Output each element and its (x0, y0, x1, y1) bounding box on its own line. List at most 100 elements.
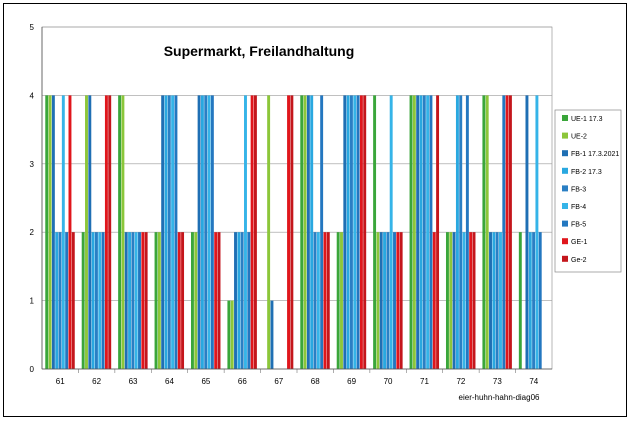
bar-62-ge-2 (108, 95, 112, 370)
bar-67-ge-2 (290, 95, 294, 370)
bar-73-ge-2 (508, 95, 512, 370)
bar-68-fb-1-17-3-2021 (306, 95, 310, 370)
bar-71-fb-3 (422, 95, 426, 370)
bar-73-ue-1-17-3 (482, 95, 486, 370)
bar-67-ue-2 (267, 95, 271, 370)
bar-63-fb-3 (131, 232, 135, 369)
bar-69-ge-1 (359, 95, 363, 370)
x-tick-label: 73 (493, 377, 502, 386)
bar-64-ge-1 (177, 232, 181, 369)
bar-72-fb-3 (459, 95, 463, 370)
x-tick-label: 70 (384, 377, 393, 386)
bar-64-fb-5 (174, 95, 178, 370)
bar-70-fb-5 (393, 232, 396, 369)
bar-69-fb-3 (349, 95, 353, 370)
bar-74-fb-3 (532, 232, 536, 369)
bar-65-fb-1-17-3-2021 (197, 95, 201, 370)
bar-68-fb-4 (316, 232, 320, 369)
bar-62-fb-4 (98, 232, 102, 369)
x-tick-label: 67 (274, 377, 283, 386)
legend-label: Ge-2 (571, 257, 587, 264)
bar-66-ue-2 (230, 300, 234, 369)
y-tick-label: 2 (30, 228, 35, 237)
legend-swatch (562, 115, 568, 121)
bar-72-fb-5 (465, 95, 469, 370)
bar-69-ue-2 (340, 232, 343, 369)
bar-67-fb-1-17-3-2021 (270, 300, 274, 369)
bar-61-ue-1-17-3 (45, 95, 49, 370)
legend-swatch (562, 203, 568, 209)
bar-74-fb-4 (535, 95, 539, 370)
bar-68-fb-5 (320, 95, 324, 370)
y-tick-label: 5 (30, 23, 35, 32)
bar-66-ge-2 (253, 95, 257, 370)
bar-73-fb-5 (502, 95, 506, 370)
bar-69-fb-5 (356, 95, 360, 370)
bar-65-fb-2-17-3 (200, 95, 204, 370)
bar-65-fb-4 (207, 95, 211, 370)
x-tick-label: 69 (347, 377, 356, 386)
legend-swatch (562, 220, 568, 227)
y-tick-label: 0 (30, 365, 35, 374)
bar-66-fb-3 (240, 232, 244, 369)
x-tick-label: 72 (456, 377, 465, 386)
bar-70-fb-4 (389, 95, 393, 370)
bar-73-fb-4 (499, 232, 502, 369)
legend-label: UE-2 (571, 134, 587, 141)
legend-label: FB-1 17.3.2021 (571, 151, 619, 158)
bar-61-ge-1 (68, 95, 72, 370)
bar-62-ge-1 (104, 95, 108, 370)
bar-70-fb-1-17-3-2021 (379, 232, 383, 369)
chart-footnote: eier-huhn-hahn-diag06 (459, 393, 541, 402)
bar-63-fb-1-17-3-2021 (124, 232, 128, 369)
chart-title: Supermarkt, Freilandhaltung (164, 43, 355, 59)
bar-65-fb-3 (204, 95, 208, 370)
bar-66-fb-4 (244, 95, 247, 370)
bar-69-ue-1-17-3 (336, 232, 340, 369)
bar-68-fb-3 (313, 232, 317, 369)
bar-66-fb-5 (247, 232, 251, 369)
bar-69-fb-2-17-3 (346, 95, 350, 370)
x-tick-label: 66 (238, 377, 247, 386)
legend-swatch (562, 185, 568, 192)
bar-65-fb-5 (210, 95, 214, 370)
bar-64-fb-1-17-3-2021 (161, 95, 165, 370)
bar-68-fb-2-17-3 (310, 95, 314, 370)
bar-72-fb-2-17-3 (455, 95, 459, 370)
bar-73-fb-2-17-3 (492, 232, 496, 369)
bar-68-ue-1-17-3 (300, 95, 304, 370)
bar-71-ge-1 (432, 232, 436, 369)
bar-63-ue-1-17-3 (118, 95, 122, 370)
bar-63-fb-2-17-3 (128, 232, 132, 369)
bar-66-ue-1-17-3 (227, 300, 231, 369)
legend-label: GE-1 (571, 239, 587, 246)
bar-72-fb-1-17-3-2021 (452, 232, 456, 369)
bar-73-ue-2 (485, 95, 489, 370)
bars (45, 95, 542, 370)
bar-61-fb-5 (65, 232, 69, 369)
legend-label: FB-5 (571, 222, 586, 229)
bar-70-ue-2 (376, 232, 380, 369)
legend-label: FB-3 (571, 186, 586, 193)
bar-74-fb-5 (538, 232, 542, 369)
bar-68-ge-1 (323, 232, 327, 369)
bar-71-ge-2 (436, 95, 440, 370)
legend-swatch (562, 150, 568, 157)
bar-65-ue-1-17-3 (190, 232, 194, 369)
legend-swatch (562, 167, 568, 174)
bar-61-fb-2-17-3 (55, 232, 59, 369)
legend-label: FB-4 (571, 204, 586, 211)
bar-64-ge-2 (181, 232, 185, 369)
bar-70-fb-2-17-3 (383, 232, 387, 369)
bar-66-fb-1-17-3-2021 (234, 232, 237, 369)
bar-64-ue-2 (157, 232, 161, 369)
bar-70-ue-1-17-3 (373, 95, 377, 370)
bar-72-fb-4 (462, 232, 466, 369)
bar-66-fb-2-17-3 (237, 232, 241, 369)
bar-73-fb-1-17-3-2021 (489, 232, 492, 369)
bar-71-ue-2 (412, 95, 416, 370)
bar-61-ue-2 (48, 95, 52, 370)
bar-71-fb-5 (429, 95, 433, 370)
y-tick-label: 4 (30, 91, 35, 100)
